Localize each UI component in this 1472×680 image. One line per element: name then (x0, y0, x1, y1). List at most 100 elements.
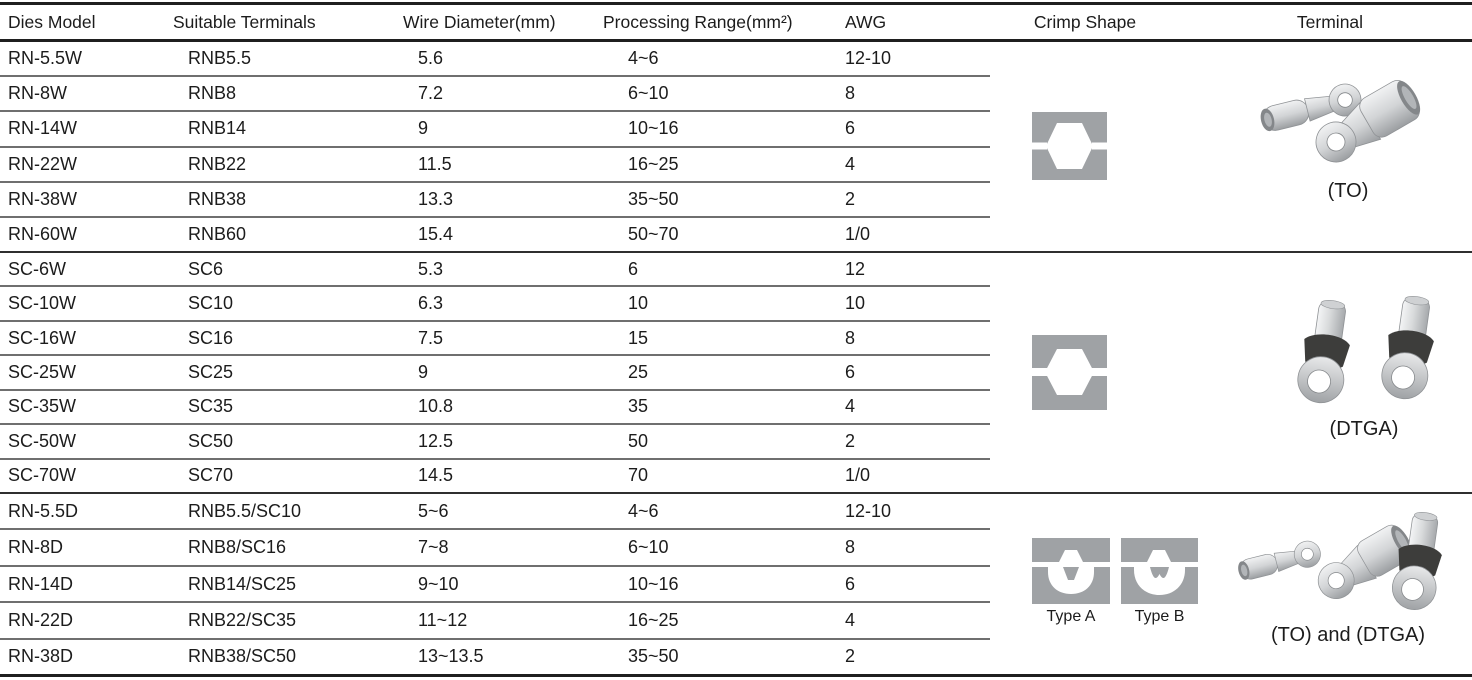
terminal-to-and-dtga-label: (TO) and (DTGA) (1270, 624, 1426, 646)
table-cell: 1/0 (845, 465, 871, 486)
table-cell: 13.3 (418, 188, 454, 209)
table-cell: RN-60W (8, 223, 78, 244)
table-cell: 6 (845, 361, 856, 382)
terminal-image-to (1258, 68, 1438, 176)
terminal-dtga-label: (DTGA) (1329, 418, 1399, 440)
table-cell: RNB8/SC16 (188, 537, 287, 558)
table-cell: RN-14W (8, 118, 78, 139)
table-cell: 10.8 (418, 396, 454, 417)
table-cell: RN-38W (8, 188, 78, 209)
terminal-image-to-and-dtga (1236, 512, 1460, 618)
table-cell: 1/0 (845, 223, 871, 244)
table-row: RN-5.5W RNB5.5 5.6 4~6 12-10 (0, 42, 990, 78)
row-group-rows: RN-5.5W RNB5.5 5.6 4~6 12-10 RN-8W RNB8 7.2 6~10… (0, 42, 990, 251)
table-body: RN-5.5W RNB5.5 5.6 4~6 12-10 RN-8W RNB8 7.2 6~10… (0, 42, 1472, 677)
table-cell: 70 (628, 465, 649, 486)
table-cell: 35 (628, 396, 649, 417)
table-cell: SC-6W (8, 258, 66, 279)
column-header-terminal: Terminal (1296, 11, 1364, 32)
table-cell: SC35 (188, 396, 234, 417)
table-cell: 9~10 (418, 573, 459, 594)
table-cell: RN-22W (8, 153, 78, 174)
column-header-dies-model: Dies Model (8, 11, 96, 32)
table-cell: SC-70W (8, 465, 77, 486)
table-cell: 11~12 (418, 609, 468, 630)
table-cell: RNB14 (188, 118, 247, 139)
table-cell: RNB38 (188, 188, 247, 209)
table-row: RN-8D RNB8/SC16 7~8 6~10 8 (0, 530, 990, 567)
table-header: Dies Model Suitable Terminals Wire Diame… (0, 5, 1472, 39)
table-cell: 7.2 (418, 83, 444, 104)
table-cell: RN-5.5D (8, 500, 79, 521)
table-cell: SC-25W (8, 361, 77, 382)
table-cell: 6 (845, 118, 856, 139)
table-cell: RNB60 (188, 223, 247, 244)
table-cell: SC-50W (8, 430, 77, 451)
column-header-processing-range: Processing Range(mm²) (603, 11, 793, 32)
table-cell: 15.4 (418, 223, 454, 244)
table-cell: RN-38D (8, 646, 74, 667)
table-cell: 4~6 (628, 48, 659, 69)
column-header-suitable-terminals: Suitable Terminals (173, 11, 316, 32)
table-cell: 9 (418, 361, 429, 382)
crimp-type-b-label: Type B (1134, 608, 1185, 625)
table-cell: 13~13.5 (418, 646, 484, 667)
table-row: RN-38D RNB38/SC50 13~13.5 35~50 2 (0, 640, 990, 674)
table-cell: RN-22D (8, 609, 74, 630)
table-cell: 25 (628, 361, 649, 382)
table-cell: SC50 (188, 430, 234, 451)
table-row: SC-25W SC25 9 25 6 (0, 356, 990, 391)
table-cell: 6 (628, 258, 639, 279)
table-cell: SC-10W (8, 293, 77, 314)
table-row: SC-70W SC70 14.5 70 1/0 (0, 460, 990, 492)
column-header-wire-diameter: Wire Diameter(mm) (403, 11, 556, 32)
table-cell: 10 (845, 293, 866, 314)
crimp-die-type-b-icon (1121, 538, 1198, 604)
table-row: RN-60W RNB60 15.4 50~70 1/0 (0, 218, 990, 251)
table-row: RN-5.5D RNB5.5/SC10 5~6 4~6 12-10 (0, 494, 990, 531)
table-cell: 15 (628, 327, 649, 348)
table-cell: RN-8D (8, 537, 64, 558)
table-cell: 11.5 (418, 153, 452, 174)
table-cell: 5~6 (418, 500, 449, 521)
table-cell: 10 (628, 293, 649, 314)
table-cell: 5.6 (418, 48, 444, 69)
table-cell: SC-16W (8, 327, 77, 348)
table-cell: RNB5.5/SC10 (188, 500, 302, 521)
table-cell: RNB14/SC25 (188, 573, 297, 594)
table-cell: SC16 (188, 327, 234, 348)
table-cell: 35~50 (628, 646, 679, 667)
table-row: RN-8W RNB8 7.2 6~10 8 (0, 77, 990, 113)
row-group-sc-w: SC-6W SC6 5.3 6 12 SC-10W SC10 6.3 10 10 SC-16W SC1… (0, 253, 1472, 494)
table-cell: 12-10 (845, 48, 892, 69)
table-cell: 2 (845, 430, 856, 451)
table-cell: 7.5 (418, 327, 444, 348)
header-underline (0, 39, 1472, 42)
table-cell: 50 (628, 430, 649, 451)
table-cell: 35~50 (628, 188, 679, 209)
table-cell: 16~25 (628, 153, 679, 174)
table-cell: SC25 (188, 361, 234, 382)
table-row: RN-22W RNB22 11.5 16~25 4 (0, 148, 990, 183)
table-cell: 8 (845, 327, 856, 348)
table-cell: 6.3 (418, 293, 444, 314)
table-cell: 7~8 (418, 537, 449, 558)
row-group-rows: SC-6W SC6 5.3 6 12 SC-10W SC10 6.3 10 10 SC-16W SC1… (0, 253, 990, 492)
table-cell: 4 (845, 396, 856, 417)
table-cell: RNB22/SC35 (188, 609, 297, 630)
row-group-rows: RN-5.5D RNB5.5/SC10 5~6 4~6 12-10 RN-8D RNB8/S… (0, 494, 990, 674)
row-group-rn-w: RN-5.5W RNB5.5 5.6 4~6 12-10 RN-8W RNB8 7.2 6~10… (0, 42, 1472, 253)
table-cell: 6 (845, 573, 856, 594)
table-cell: 2 (845, 646, 856, 667)
table-row: SC-6W SC6 5.3 6 12 (0, 253, 990, 288)
table-cell: 4 (845, 153, 856, 174)
table-cell: SC6 (188, 258, 224, 279)
table-cell: 12.5 (418, 430, 454, 451)
table-cell: 8 (845, 83, 856, 104)
table-cell: 4~6 (628, 500, 659, 521)
table-row: RN-14D RNB14/SC25 9~10 10~16 6 (0, 567, 990, 604)
table-cell: 2 (845, 188, 856, 209)
table-cell: SC10 (188, 293, 234, 314)
table-row: SC-50W SC50 12.5 50 2 (0, 425, 990, 460)
